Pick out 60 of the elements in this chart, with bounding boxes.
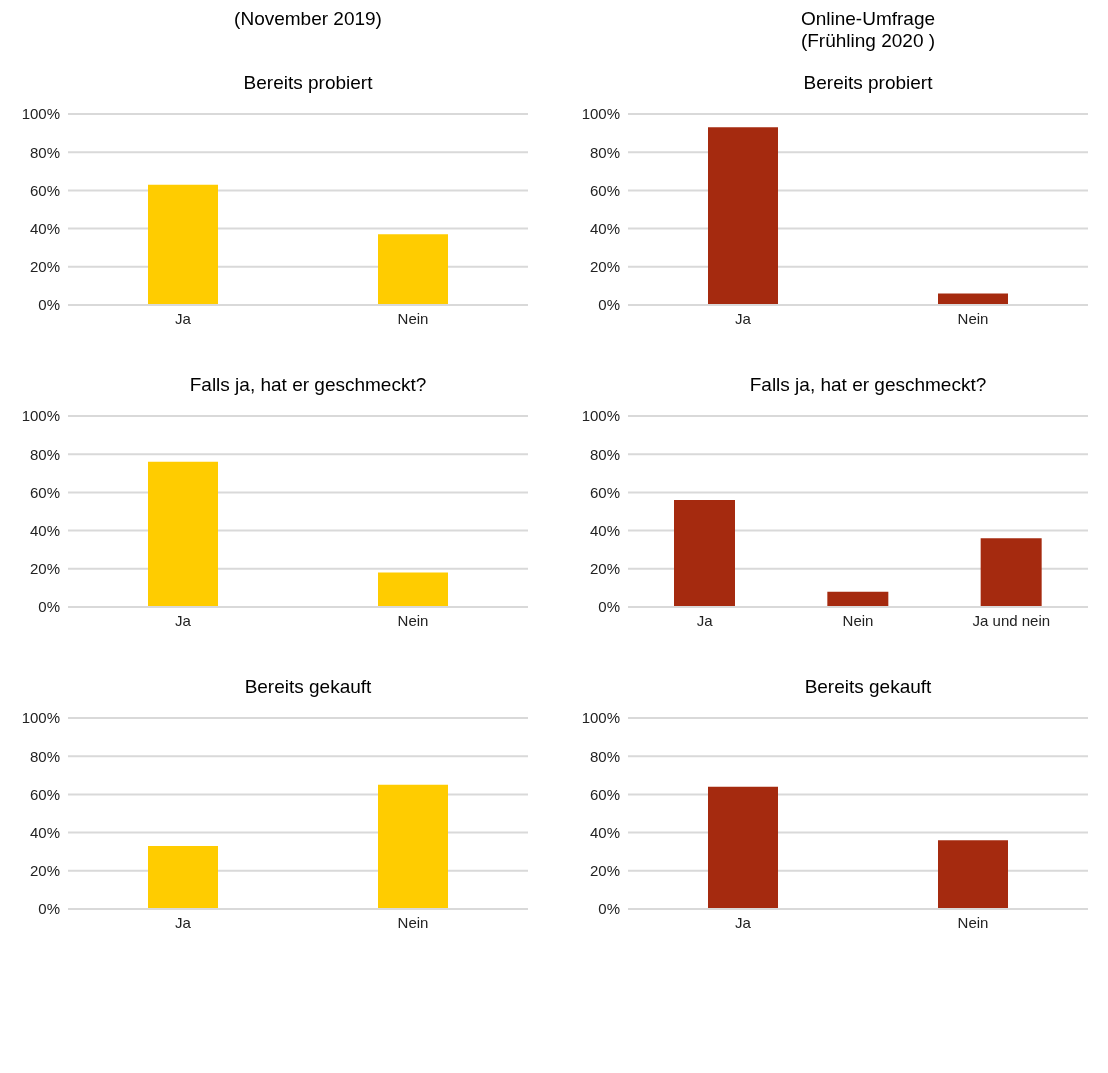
y-tick-label: 0%	[38, 296, 60, 314]
x-tick-label: Ja und nein	[972, 611, 1051, 629]
y-tick-label: 80%	[29, 445, 60, 463]
y-tick-label: 60%	[589, 181, 620, 199]
y-tick-label: 20%	[589, 560, 620, 578]
x-tick-label: Nein	[957, 913, 989, 931]
y-tick-label: 20%	[29, 862, 60, 880]
y-tick-label: 0%	[598, 598, 620, 616]
y-tick-label: 100%	[21, 407, 60, 425]
y-tick-label: 80%	[589, 747, 620, 765]
x-tick-label: Ja	[735, 309, 752, 327]
y-tick-label: 100%	[581, 709, 620, 727]
x-tick-label: Nein	[397, 913, 429, 931]
y-tick-label: 80%	[589, 445, 620, 463]
y-tick-label: 60%	[29, 483, 60, 501]
y-tick-label: 40%	[29, 823, 60, 841]
y-tick-label: 40%	[29, 521, 60, 539]
chart-title: Bereits gekauft	[243, 676, 373, 698]
chart-title: Falls ja, hat er geschmeckt?	[188, 374, 428, 396]
y-tick-label: 80%	[29, 143, 60, 161]
y-tick-label: 40%	[589, 823, 620, 841]
chart-subtitle: Online-Umfrage (Frühling 2020 )	[799, 8, 937, 53]
x-tick-label: Nein	[842, 611, 874, 629]
y-tick-label: 100%	[21, 709, 60, 727]
y-tick-label: 100%	[581, 407, 620, 425]
y-tick-label: 40%	[589, 219, 620, 237]
x-tick-label: Nein	[957, 309, 989, 327]
x-tick-label: Ja	[175, 913, 192, 931]
y-tick-label: 100%	[21, 105, 60, 123]
y-tick-label: 0%	[38, 598, 60, 616]
y-tick-label: 60%	[29, 785, 60, 803]
bar	[980, 538, 1042, 607]
y-tick-label: 100%	[581, 105, 620, 123]
y-tick-label: 0%	[598, 900, 620, 918]
x-tick-label: Nein	[397, 611, 429, 629]
y-tick-label: 40%	[589, 521, 620, 539]
y-tick-label: 0%	[598, 296, 620, 314]
x-tick-label: Nein	[397, 309, 429, 327]
chart-subtitle: (November 2019)	[233, 8, 383, 31]
chart-title: Falls ja, hat er geschmeckt?	[748, 374, 988, 396]
x-tick-label: Ja	[175, 309, 192, 327]
y-tick-label: 80%	[29, 747, 60, 765]
x-tick-label: Ja	[696, 611, 714, 629]
y-tick-label: 20%	[29, 560, 60, 578]
y-tick-label: 0%	[38, 900, 60, 918]
chart-title: Bereits probiert	[802, 72, 934, 94]
y-tick-label: 20%	[29, 258, 60, 276]
y-tick-label: 40%	[29, 219, 60, 237]
y-tick-label: 60%	[589, 785, 620, 803]
x-tick-label: Ja	[175, 611, 192, 629]
y-tick-label: 20%	[589, 258, 620, 276]
chart-title: Bereits probiert	[242, 72, 374, 94]
y-tick-label: 80%	[589, 143, 620, 161]
y-tick-label: 20%	[589, 862, 620, 880]
bar	[827, 591, 889, 607]
bar	[674, 500, 735, 607]
chart-title: Bereits gekauft	[803, 676, 933, 698]
y-tick-label: 60%	[29, 181, 60, 199]
x-tick-label: Ja	[735, 913, 752, 931]
y-tick-label: 60%	[589, 483, 620, 501]
